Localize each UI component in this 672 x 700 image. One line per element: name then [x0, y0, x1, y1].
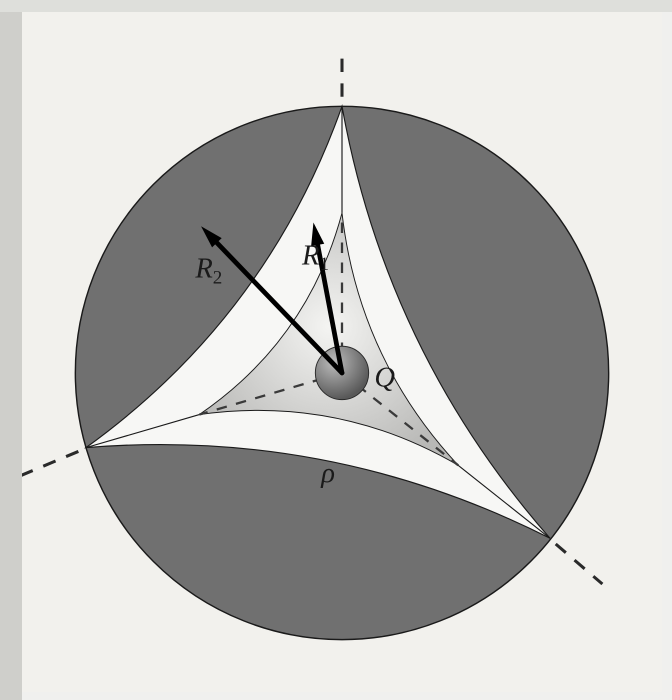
screenshot-left-edge	[0, 0, 22, 700]
label-q: Q	[374, 362, 395, 393]
sphere-cutaway-svg: R1 R2 Q ρ	[22, 12, 662, 692]
label-rho: ρ	[320, 458, 335, 489]
screenshot-top-edge	[0, 0, 672, 12]
diagram-canvas: R1 R2 Q ρ	[22, 12, 662, 692]
